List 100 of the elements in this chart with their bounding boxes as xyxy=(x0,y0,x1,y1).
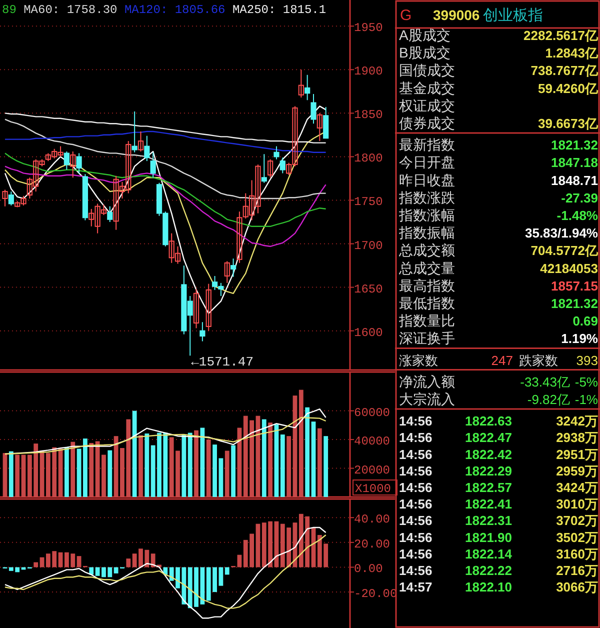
line-series xyxy=(4,416,326,455)
y-tick-label: 1900 xyxy=(354,64,383,79)
bar xyxy=(15,454,20,497)
text: 2716万 xyxy=(556,563,598,578)
text: 国债成交 xyxy=(399,62,455,78)
text: 1822.14 xyxy=(465,546,513,562)
candlestick xyxy=(138,130,144,152)
candlestick xyxy=(200,322,206,342)
candlestick xyxy=(132,110,138,153)
text: 2282.5617亿 xyxy=(524,28,599,43)
text: 1822.42 xyxy=(465,446,512,462)
text: 深证换手 xyxy=(399,330,455,346)
bar xyxy=(212,444,217,497)
text: 2959万 xyxy=(556,463,598,478)
text: 35.83/1.94% xyxy=(524,226,598,241)
text: 14:56 xyxy=(399,513,432,528)
bar xyxy=(280,434,285,497)
candlestick xyxy=(298,69,304,98)
text: -5% xyxy=(574,374,598,390)
y-tick-label: 0.00 xyxy=(354,562,383,576)
text: 14:56 xyxy=(399,430,432,446)
annotation: ←1571.47 xyxy=(191,354,254,370)
text: 39.6673亿 xyxy=(538,116,599,131)
text: 1848.71 xyxy=(551,172,598,188)
text: 涨家数 xyxy=(399,352,438,368)
text: 1821.90 xyxy=(465,530,512,545)
candlestick xyxy=(224,260,230,284)
text: X1000 xyxy=(355,482,392,496)
text: 399006 xyxy=(433,7,480,23)
bar xyxy=(218,567,224,586)
bar xyxy=(182,434,186,497)
candlestick xyxy=(230,258,236,278)
text: 14:56 xyxy=(399,496,432,512)
text: -33.43亿 xyxy=(520,374,570,390)
bar xyxy=(144,433,150,497)
bar xyxy=(64,447,69,497)
text: 总成交额 xyxy=(398,242,455,258)
text: 59.4260亿 xyxy=(538,80,599,96)
text: 今日开盘 xyxy=(399,154,455,170)
text: 2951万 xyxy=(556,446,598,462)
text: 1822.31 xyxy=(465,513,512,528)
y-tick-label: 1650 xyxy=(354,282,383,296)
bar xyxy=(34,562,38,568)
bar xyxy=(83,438,88,497)
bar xyxy=(218,458,224,497)
text: 1.19% xyxy=(561,331,598,346)
candlestick xyxy=(280,157,286,174)
text: 1822.57 xyxy=(465,480,512,495)
text: 14:56 xyxy=(399,414,432,429)
bar xyxy=(194,430,198,497)
candlestick xyxy=(107,206,113,222)
text: 1822.10 xyxy=(465,580,512,595)
text: 2938万 xyxy=(556,430,598,446)
y-tick-label: 1600 xyxy=(354,326,383,340)
text: 14:56 xyxy=(399,480,432,495)
text: 1847.18 xyxy=(551,155,598,170)
bar xyxy=(317,428,322,497)
line-series xyxy=(4,526,326,619)
text: 3010万 xyxy=(556,496,598,512)
line-series xyxy=(4,112,326,144)
bar xyxy=(108,450,112,497)
y-tick-label: 20000 xyxy=(354,463,390,478)
text: 1.2843亿 xyxy=(545,46,599,61)
y-tick-label: 40000 xyxy=(354,434,390,449)
bar xyxy=(76,448,82,497)
text: 跌家数 xyxy=(519,352,558,368)
bar xyxy=(138,435,143,497)
y-tick-label: 1950 xyxy=(354,21,383,36)
text: B股成交 xyxy=(399,44,450,61)
text: 738.7677亿 xyxy=(530,63,599,78)
text: 3160万 xyxy=(556,546,598,562)
text: 89 xyxy=(2,3,24,17)
text: 42184053 xyxy=(540,260,598,276)
text: 1822.63 xyxy=(465,414,512,429)
text: 3502万 xyxy=(556,530,598,545)
y-tick-label: 20.00 xyxy=(354,537,390,552)
text: 最新指数 xyxy=(399,136,455,153)
bar xyxy=(224,450,230,497)
text: MA250: 1815.1 xyxy=(232,3,326,17)
bar xyxy=(305,407,310,497)
text: 指数涨幅 xyxy=(398,207,455,223)
bar xyxy=(21,454,26,497)
candlestick xyxy=(316,112,322,142)
bar xyxy=(89,567,94,575)
text: A股成交 xyxy=(399,27,450,43)
candlestick xyxy=(70,150,76,178)
bar xyxy=(70,442,76,497)
candlestick xyxy=(2,189,8,207)
text: 704.5772亿 xyxy=(530,243,599,258)
text: MA60: 1758.30 xyxy=(24,3,124,17)
text: 14:57 xyxy=(399,580,432,595)
text: 1822.29 xyxy=(465,463,512,478)
bar xyxy=(89,442,94,497)
candlestick xyxy=(268,158,274,178)
bar xyxy=(132,410,137,497)
text: 1821.32 xyxy=(551,296,598,311)
text: 指数涨跌 xyxy=(398,189,455,206)
bar xyxy=(206,440,211,497)
text: 1822.41 xyxy=(465,496,512,512)
y-tick-label: 40.00 xyxy=(354,512,390,527)
